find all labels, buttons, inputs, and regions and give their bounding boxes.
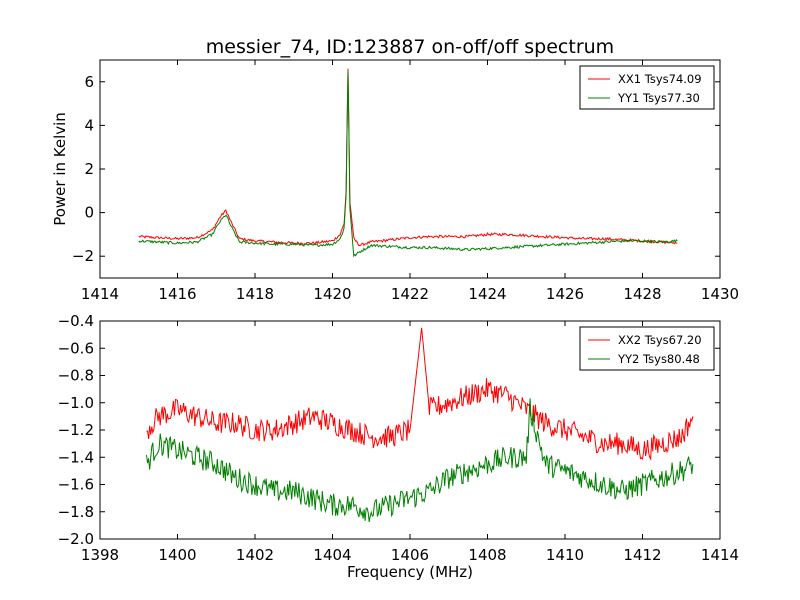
top-x-tick-label: 1416 [158, 285, 196, 303]
top-y-tick-label: 2 [84, 160, 94, 178]
bottom-x-tick-label: 1406 [391, 546, 429, 564]
bottom-legend: XX2 Tsys67.20 YY2 Tsys80.48 [579, 326, 715, 371]
bottom-y-tick-label: −1.4 [58, 448, 94, 466]
top-x-tick-label: 1430 [701, 285, 739, 303]
bottom-axes: 1398 1400 1402 1404 1406 1408 1410 1412 1414 −2.0… [58, 312, 740, 581]
top-y-tick-label: 0 [84, 204, 94, 222]
bottom-y-tick-label: −1.2 [58, 421, 94, 439]
figure-title: messier_74, ID:123887 on-off/off spectru… [206, 36, 614, 58]
bottom-y-tick-label: −1.0 [58, 394, 94, 412]
bottom-legend-label-2: YY2 Tsys80.48 [617, 352, 700, 366]
top-x-tick-label: 1420 [313, 285, 351, 303]
bottom-x-tick-label: 1412 [623, 546, 661, 564]
bottom-y-tick-label: −0.6 [58, 339, 94, 357]
top-x-tick-label: 1424 [468, 285, 506, 303]
top-x-tick-label: 1418 [236, 285, 274, 303]
bottom-x-tick-label: 1402 [236, 546, 274, 564]
top-axes: 1414 1416 1418 1420 1422 1424 1426 1428 1430 −2 0 2… [51, 59, 739, 303]
top-axis-ticks: 1414 1416 1418 1420 1422 1424 1426 1428 1430 −2 0 2… [72, 60, 739, 303]
bottom-y-tick-label: −0.4 [58, 312, 94, 330]
top-legend-box [579, 65, 715, 110]
bottom-x-tick-label: 1398 [81, 546, 119, 564]
bottom-series-line-1 [146, 327, 694, 461]
bottom-x-tick-label: 1414 [701, 546, 739, 564]
bottom-x-tick-label: 1410 [546, 546, 584, 564]
top-x-tick-label: 1422 [391, 285, 429, 303]
bottom-axis-ticks: 1398 1400 1402 1404 1406 1408 1410 1412 1414 −2.0… [58, 312, 740, 564]
bottom-y-tick-label: −0.8 [58, 367, 94, 385]
top-legend-label-1: XX1 Tsys74.09 [618, 72, 702, 86]
top-x-tick-label: 1428 [623, 285, 661, 303]
top-legend-label-2: YY1 Tsys77.30 [617, 91, 700, 105]
bottom-y-tick-label: −2.0 [58, 530, 94, 548]
bottom-series-line-2 [146, 398, 694, 523]
top-plot-area [138, 68, 678, 258]
top-series-line-1 [138, 68, 678, 247]
bottom-y-tick-label: −1.6 [58, 476, 94, 494]
bottom-x-tick-label: 1404 [313, 546, 351, 564]
bottom-x-axis-label: Frequency (MHz) [347, 563, 473, 581]
bottom-x-tick-label: 1408 [468, 546, 506, 564]
top-y-tick-label: 6 [84, 73, 94, 91]
bottom-x-tick-label: 1400 [158, 546, 196, 564]
top-y-axis-label: Power in Kelvin [51, 112, 69, 226]
top-series-line-2 [138, 70, 678, 258]
bottom-y-tick-label: −1.8 [58, 503, 94, 521]
top-y-tick-label: −2 [72, 247, 94, 265]
bottom-plot-area [146, 327, 694, 523]
bottom-legend-label-1: XX2 Tsys67.20 [618, 333, 702, 347]
top-y-tick-label: 4 [84, 116, 94, 134]
bottom-legend-box [579, 326, 715, 371]
top-x-tick-label: 1426 [546, 285, 584, 303]
top-x-tick-label: 1414 [81, 285, 119, 303]
top-legend: XX1 Tsys74.09 YY1 Tsys77.30 [579, 65, 715, 110]
